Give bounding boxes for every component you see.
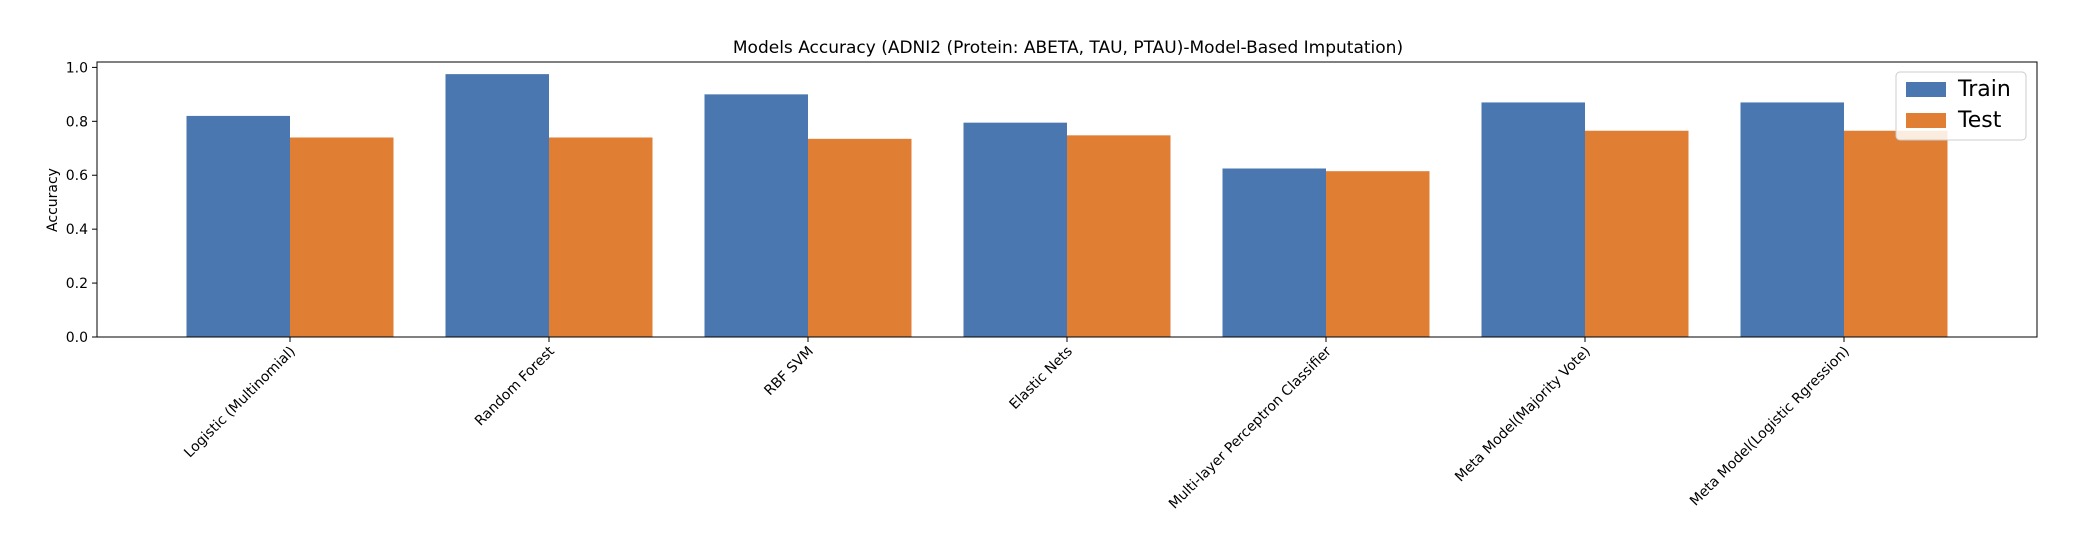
x-axis: Logistic (Multinomial) Random Forest RBF S… bbox=[181, 337, 1853, 512]
bar-train-6 bbox=[1740, 102, 1844, 337]
bar-train-0 bbox=[186, 115, 290, 337]
legend: Train Test bbox=[1895, 71, 2027, 141]
x-tick-label-4: Multi-layer Perceptron Classifier bbox=[1166, 343, 1335, 512]
x-tick-label-1: Random Forest bbox=[472, 343, 558, 429]
bar-test-2 bbox=[808, 138, 912, 337]
bar-test-0 bbox=[290, 137, 394, 337]
y-tick-label-5: 1.0 bbox=[66, 60, 88, 76]
legend-label-train: Train bbox=[1957, 77, 2011, 102]
y-tick-label-4: 0.8 bbox=[66, 114, 88, 130]
bar-test-4 bbox=[1326, 171, 1430, 337]
bar-train-4 bbox=[1222, 168, 1326, 337]
bar-train-1 bbox=[445, 74, 549, 337]
bars-group bbox=[186, 74, 1948, 338]
bar-test-5 bbox=[1585, 130, 1689, 337]
y-axis: 0.0 0.2 0.4 0.6 0.8 1.0 bbox=[66, 60, 97, 346]
y-axis-label: Accuracy bbox=[45, 168, 61, 232]
y-tick-label-2: 0.4 bbox=[66, 222, 88, 238]
x-tick-label-3: Elastic Nets bbox=[1007, 344, 1076, 413]
x-tick-label-6: Meta Model(Logistic Rgression) bbox=[1687, 344, 1853, 510]
legend-swatch-train bbox=[1906, 82, 1946, 97]
y-tick-label-3: 0.6 bbox=[66, 168, 88, 184]
bar-test-1 bbox=[549, 137, 653, 337]
legend-label-test: Test bbox=[1957, 108, 2002, 133]
y-tick-label-0: 0.0 bbox=[66, 330, 88, 346]
legend-swatch-test bbox=[1906, 113, 1946, 128]
x-tick-label-0: Logistic (Multinomial) bbox=[181, 344, 299, 462]
bar-train-3 bbox=[963, 122, 1067, 337]
bar-train-5 bbox=[1481, 102, 1585, 337]
x-tick-label-2: RBF SVM bbox=[761, 344, 816, 399]
bar-test-6 bbox=[1844, 130, 1948, 337]
x-tick-label-5: Meta Model(Majority Vote) bbox=[1452, 344, 1594, 486]
bar-train-2 bbox=[704, 94, 808, 338]
bar-test-3 bbox=[1067, 135, 1171, 337]
y-tick-label-1: 0.2 bbox=[66, 276, 88, 292]
chart-title: Models Accuracy (ADNI2 (Protein: ABETA, … bbox=[733, 38, 1403, 58]
plot-frame bbox=[96, 61, 2038, 338]
